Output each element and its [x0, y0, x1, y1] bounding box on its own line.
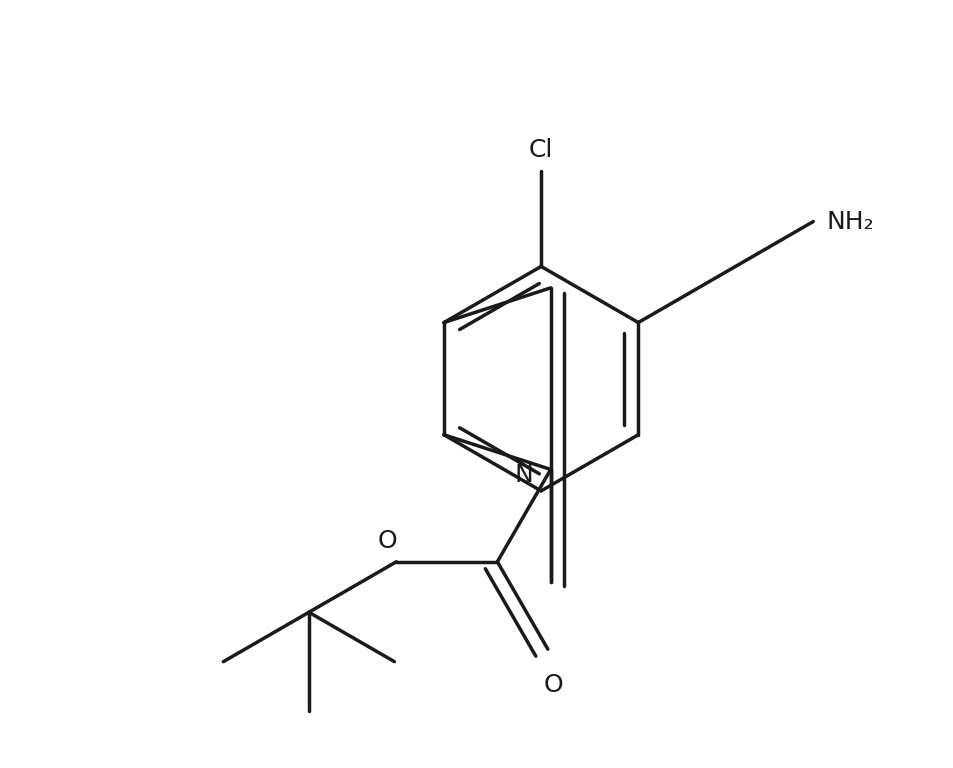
Text: Cl: Cl: [528, 138, 553, 163]
Text: O: O: [543, 673, 562, 697]
Text: N: N: [514, 463, 533, 487]
Text: O: O: [377, 529, 397, 553]
Text: NH₂: NH₂: [825, 210, 873, 233]
